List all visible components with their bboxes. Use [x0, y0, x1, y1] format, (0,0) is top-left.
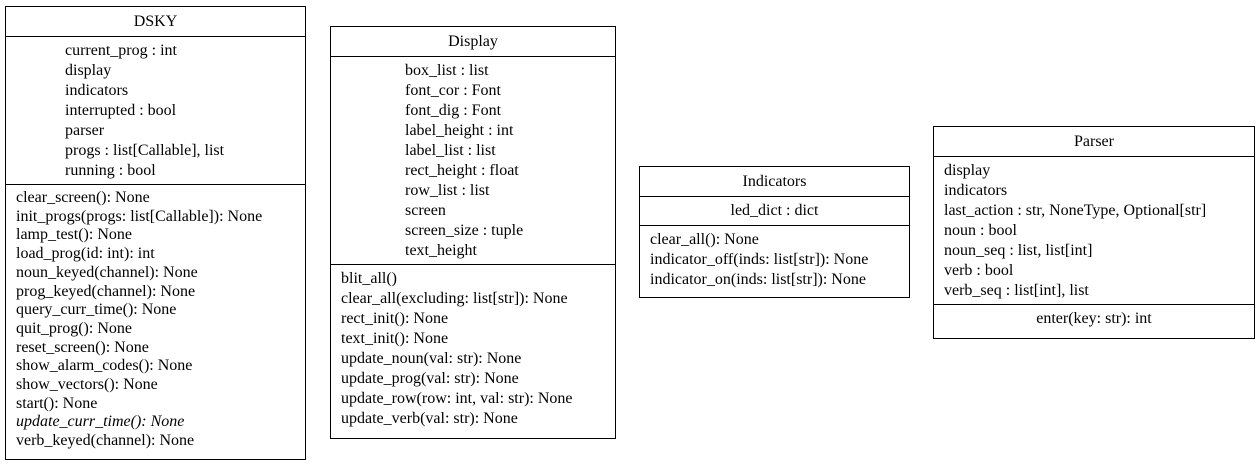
class-indicators: Indicators led_dict : dict clear_all(): … — [639, 166, 910, 298]
attribute: verb : bool — [944, 262, 1014, 279]
attribute: font_cor : Font — [405, 82, 501, 99]
class-parser-methods: enter(key: str): int — [934, 304, 1254, 332]
attribute: box_list : list — [405, 62, 489, 79]
attribute: indicators — [65, 82, 129, 99]
class-dsky-methods: clear_screen(): None init_progs(progs: l… — [6, 184, 305, 454]
method: clear_all(): None — [650, 231, 759, 248]
class-parser: Parser display indicators last_action : … — [933, 126, 1255, 339]
attribute: parser — [65, 122, 105, 139]
attribute: text_height — [405, 242, 477, 259]
class-indicators-attributes: led_dict : dict — [640, 197, 909, 225]
method: query_curr_time(): None — [16, 301, 177, 319]
attribute: label_height : int — [405, 122, 514, 139]
method: indicator_on(inds: list[str]): None — [650, 271, 866, 288]
method: clear_screen(): None — [16, 189, 150, 206]
class-dsky-title: DSKY — [6, 7, 305, 37]
attribute: row_list : list — [405, 182, 490, 199]
method: quit_prog(): None — [16, 319, 132, 337]
attribute: led_dict : dict — [730, 202, 819, 219]
attribute: verb_seq : list[int], list — [944, 282, 1089, 299]
method: reset_screen(): None — [16, 338, 149, 356]
attribute: last_action : str, NoneType, Optional[st… — [944, 202, 1207, 219]
method: lamp_test(): None — [16, 226, 132, 244]
class-dsky-attributes: current_prog : int display indicators in… — [6, 37, 305, 184]
attribute: label_list : list — [405, 142, 496, 159]
attribute: progs : list[Callable], list — [65, 142, 225, 159]
class-parser-attributes: display indicators last_action : str, No… — [934, 157, 1254, 304]
method: init_progs(progs: list[Callable]): None — [16, 207, 263, 225]
class-dsky: DSKY current_prog : int display indicato… — [5, 6, 306, 460]
method: verb_keyed(channel): None — [16, 432, 195, 450]
method: load_prog(id: int): int — [16, 245, 155, 263]
attribute: screen_size : tuple — [405, 222, 524, 239]
method: clear_all(excluding: list[str]): None — [341, 290, 568, 307]
abstract-method: update_curr_time(): None — [16, 413, 185, 431]
method: indicator_off(inds: list[str]): None — [650, 251, 869, 268]
attribute: display — [944, 162, 991, 179]
attribute: noun : bool — [944, 222, 1017, 239]
attribute: running : bool — [65, 162, 156, 179]
class-display-attributes: box_list : list font_cor : Font font_dig… — [331, 57, 615, 264]
class-display-methods: blit_all() clear_all(excluding: list[str… — [331, 264, 615, 432]
method: update_verb(val: str): None — [341, 410, 518, 427]
class-display: Display box_list : list font_cor : Font … — [330, 26, 616, 439]
method: blit_all() — [341, 270, 397, 287]
method: rect_init(): None — [341, 310, 449, 327]
method: text_init(): None — [341, 330, 449, 347]
class-parser-title: Parser — [934, 127, 1254, 157]
attribute: noun_seq : list, list[int] — [944, 242, 1093, 259]
class-display-title: Display — [331, 27, 615, 57]
method: update_row(row: int, val: str): None — [341, 390, 573, 407]
method: enter(key: str): int — [1036, 310, 1152, 327]
method: update_noun(val: str): None — [341, 350, 522, 367]
attribute: interrupted : bool — [65, 102, 177, 119]
class-indicators-methods: clear_all(): None indicator_off(inds: li… — [640, 225, 909, 293]
attribute: display — [65, 62, 112, 79]
method: start(): None — [16, 394, 98, 412]
attribute: screen — [405, 202, 446, 219]
attribute: current_prog : int — [65, 42, 177, 59]
method: update_prog(val: str): None — [341, 370, 519, 387]
method: prog_keyed(channel): None — [16, 282, 196, 300]
method: show_alarm_codes(): None — [16, 357, 193, 375]
method: noun_keyed(channel): None — [16, 263, 198, 281]
class-indicators-title: Indicators — [640, 167, 909, 197]
attribute: font_dig : Font — [405, 102, 502, 119]
attribute: rect_height : float — [405, 162, 519, 179]
method: show_vectors(): None — [16, 376, 158, 394]
attribute: indicators — [944, 182, 1008, 199]
